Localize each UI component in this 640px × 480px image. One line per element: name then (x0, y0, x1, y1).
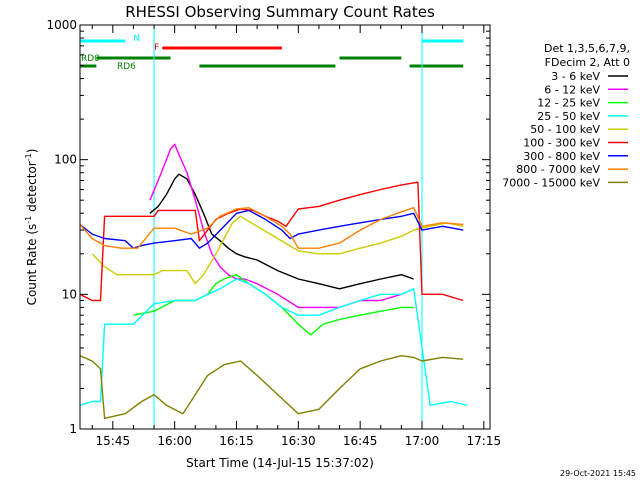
x-tick-label-2: 16:15 (219, 434, 254, 448)
legend-label-5: 100 - 300 keV (523, 137, 600, 150)
x-tick-label-1: 16:00 (157, 434, 192, 448)
legend-label-0: 3 - 6 keV (551, 70, 600, 83)
plot-frame (79, 24, 491, 430)
series-line-3 (79, 278, 468, 406)
series-line-5 (79, 181, 464, 302)
flag-label-f: F (154, 43, 159, 53)
legend: Det 1,3,5,6,7,9, FDecim 2, Att 0 3 - 6 k… (502, 42, 630, 189)
y-axis-ticks: 1 10 100 1000 (46, 18, 490, 436)
legend-label-2: 12 - 25 keV (537, 97, 600, 110)
y-axis-label: Count Rate (s-1 detector-1) (24, 149, 39, 306)
series-line-0 (149, 173, 414, 290)
flag-label-rd6: RD6 (117, 62, 136, 72)
series-line-6 (79, 209, 464, 249)
y-tick-label-2: 100 (54, 153, 77, 167)
legend-title-line-2: FDecim 2, Att 0 (545, 56, 630, 69)
x-tick-label-3: 16:30 (281, 434, 316, 448)
x-tick-label-5: 17:00 (405, 434, 440, 448)
chart-title: RHESSI Observing Summary Count Rates (125, 3, 435, 21)
y-tick-label-1: 10 (62, 287, 77, 301)
series-line-1 (149, 143, 402, 309)
x-axis-ticks: 15:45 16:00 16:15 16:30 16:45 17:00 17:15 (91, 25, 502, 448)
data-series (79, 143, 468, 419)
legend-title-line-1: Det 1,3,5,6,7,9, (544, 42, 630, 55)
flag-label-n: N (133, 34, 140, 44)
legend-label-4: 50 - 100 keV (530, 123, 600, 136)
observing-flags: N F RD0 RD6 (79, 34, 464, 72)
legend-label-8: 7000 - 15000 keV (502, 176, 600, 189)
legend-label-7: 800 - 7000 keV (516, 163, 600, 176)
generation-timestamp: 29-Oct-2021 15:45 (560, 469, 636, 478)
legend-label-6: 300 - 800 keV (523, 150, 600, 163)
y-tick-label-3: 1000 (46, 18, 77, 32)
x-tick-label-6: 17:15 (467, 434, 502, 448)
flag-label-rd0: RD0 (81, 54, 100, 64)
x-axis-label: Start Time (14-Jul-15 15:37:02) (186, 456, 374, 470)
series-line-4 (91, 215, 464, 285)
y-tick-label-0: 1 (69, 422, 77, 436)
series-line-7 (79, 206, 464, 249)
x-tick-label-0: 15:45 (96, 434, 131, 448)
x-tick-label-4: 16:45 (343, 434, 378, 448)
series-line-8 (79, 355, 464, 419)
legend-label-1: 6 - 12 keV (544, 83, 600, 96)
plot-area (153, 25, 423, 429)
legend-label-3: 25 - 50 keV (537, 110, 600, 123)
series-line-2 (133, 274, 414, 336)
